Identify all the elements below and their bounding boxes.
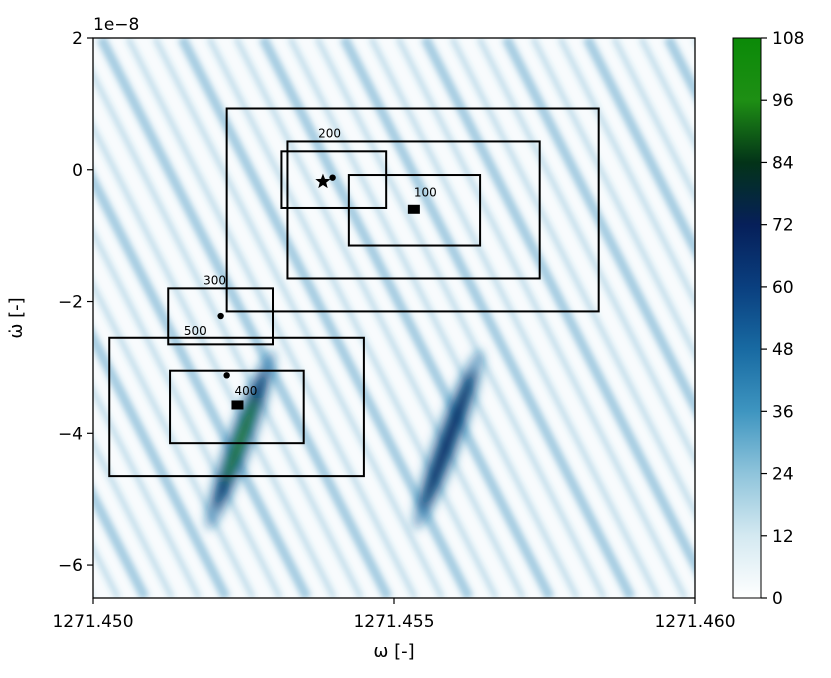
box-label-200: 200 xyxy=(318,126,341,140)
box-outline xyxy=(225,107,600,313)
colorbar-tick-label: 48 xyxy=(772,340,794,360)
colorbar-tick-label: 108 xyxy=(772,29,804,49)
plot-area: 100 200 300 400 500 xyxy=(92,37,831,599)
hotspot-peak xyxy=(224,397,257,483)
heatmap-stripe xyxy=(420,38,695,576)
heatmap-stripe xyxy=(368,38,661,598)
heatmap-stripe xyxy=(611,38,695,203)
heatmap-stripe xyxy=(258,38,555,598)
box-400 xyxy=(169,369,305,445)
colorbar-tick-label: 36 xyxy=(772,402,794,422)
heatmap-stripe xyxy=(314,38,607,598)
heatmap-stripe xyxy=(125,38,418,598)
heatmap-stripe xyxy=(96,38,393,598)
heatmap-stripe xyxy=(476,38,695,466)
marker-square xyxy=(231,400,244,410)
y-tick-label: −6 xyxy=(58,556,83,576)
heatmap-stripe xyxy=(93,169,312,598)
boxes-layer: 100 200 300 400 500 xyxy=(108,107,600,478)
box-outline xyxy=(286,140,541,280)
y-offset-text: 1e−8 xyxy=(93,15,139,35)
y-axis-label: ω̇ [-] xyxy=(6,297,27,338)
heatmap-stripe xyxy=(152,38,445,598)
heatmap-stripe xyxy=(93,436,175,598)
heatmap-stripe xyxy=(287,38,580,598)
box-outline xyxy=(280,150,388,209)
box-label-100: 100 xyxy=(414,186,437,200)
box-200 xyxy=(286,140,541,280)
box-unlabeled-6 xyxy=(225,107,600,313)
box-100 xyxy=(347,174,482,247)
y-tick-label: 2 xyxy=(72,29,83,49)
colorbar-tick-label: 60 xyxy=(772,278,794,298)
box-label-300: 300 xyxy=(203,273,226,287)
colorbar: 0 12 24 36 48 60 72 84 96 108 xyxy=(732,29,804,609)
y-tick-label: 0 xyxy=(72,161,83,181)
box-label-400: 400 xyxy=(234,384,257,398)
heatmap-stripe xyxy=(557,38,695,308)
heatmap-stripe xyxy=(530,38,695,361)
heatmap-stripe xyxy=(93,327,231,598)
heatmap-stripe xyxy=(776,38,831,598)
heatmap-stripe xyxy=(449,38,695,519)
marker-dot xyxy=(217,312,224,320)
marker-star xyxy=(315,173,331,189)
marker-dot xyxy=(329,174,336,181)
hotspot-2 xyxy=(413,350,484,530)
colorbar-tick-label: 96 xyxy=(772,91,794,111)
heatmap-stripe xyxy=(638,38,695,150)
hotspot-core xyxy=(421,369,475,511)
heatmap-stripe xyxy=(93,384,202,598)
box-outline xyxy=(169,369,305,445)
heatmap-stripes xyxy=(93,38,831,598)
box-outline xyxy=(347,174,482,247)
heatmap-stripe xyxy=(339,38,636,598)
colorbar-tick-label: 72 xyxy=(772,216,794,236)
box-500 xyxy=(108,336,365,478)
y-axis: −6 −4 −2 0 2 xyxy=(58,29,93,576)
heatmap-stripe xyxy=(93,226,283,598)
box-outline xyxy=(167,287,274,346)
heatmap-stripe xyxy=(803,38,831,598)
heatmap-stripe xyxy=(692,38,695,45)
colorbar-tick-label: 24 xyxy=(772,465,794,485)
colorbar-gradient xyxy=(732,37,762,599)
box-300 xyxy=(167,287,274,346)
box-label-500: 500 xyxy=(184,324,207,338)
heatmap-stripe xyxy=(93,68,364,598)
y-tick-label: −4 xyxy=(58,424,83,444)
x-tick-label: 1271.455 xyxy=(353,612,434,632)
heatmap-layer xyxy=(93,38,831,598)
marker-dot xyxy=(223,372,230,379)
heatmap-stripe xyxy=(501,38,695,418)
heatmap-stripe xyxy=(206,38,499,598)
x-axis-label: ω [-] xyxy=(373,641,414,662)
colorbar-ticks: 0 12 24 36 48 60 72 84 96 108 xyxy=(761,29,804,609)
marker-square xyxy=(407,204,420,214)
y-tick-label: −2 xyxy=(58,293,83,313)
heatmap-stripe xyxy=(233,38,526,598)
colorbar-tick-label: 84 xyxy=(772,153,794,173)
box-outline xyxy=(108,336,365,478)
box-unlabeled-7 xyxy=(280,150,388,209)
heatmap-stripe xyxy=(395,38,688,598)
heatmap-stripe xyxy=(582,38,695,260)
heatmap-stripe xyxy=(93,485,150,598)
heatmap-stripe xyxy=(93,279,256,598)
colorbar-tick-label: 12 xyxy=(772,527,794,547)
colorbar-tick-label: 0 xyxy=(772,589,783,609)
x-axis: 1271.450 1271.455 1271.460 xyxy=(52,598,736,632)
x-tick-label: 1271.460 xyxy=(654,612,735,632)
x-tick-label: 1271.450 xyxy=(52,612,133,632)
heatmap-stripe xyxy=(93,121,337,598)
